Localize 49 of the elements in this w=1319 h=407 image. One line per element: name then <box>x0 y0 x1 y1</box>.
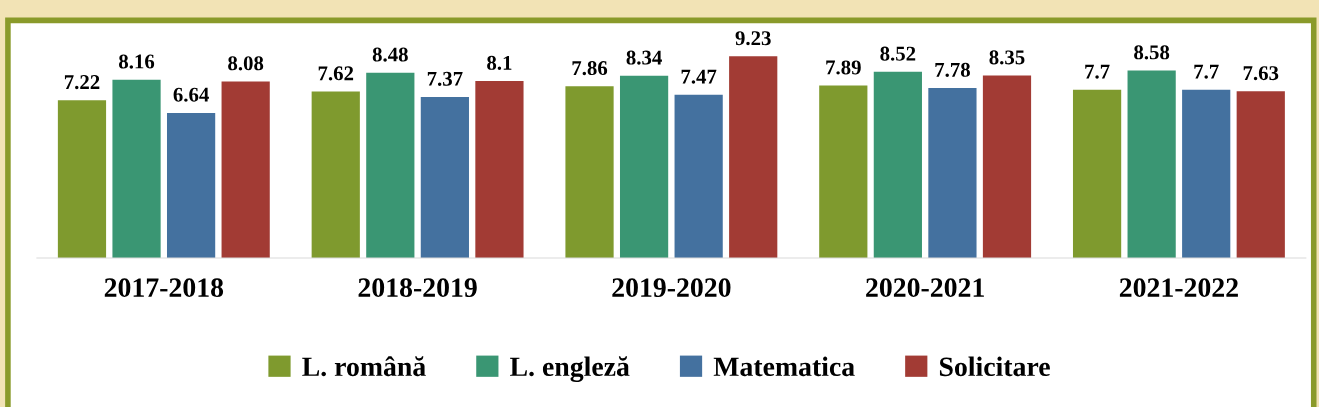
data-label: 8.48 <box>372 47 408 62</box>
data-label: 9.23 <box>735 31 771 46</box>
bar <box>366 72 415 259</box>
data-label: 7.7 <box>1085 64 1110 79</box>
data-label: 8.16 <box>119 54 155 69</box>
data-label: 7.62 <box>318 66 354 81</box>
bar <box>565 86 614 259</box>
bar <box>729 56 778 259</box>
bar <box>619 75 669 259</box>
data-label: 6.64 <box>173 87 209 102</box>
legend-label: L. engleză <box>510 356 630 382</box>
bar <box>166 112 216 259</box>
data-label: 7.78 <box>935 62 970 77</box>
bar <box>1182 89 1231 259</box>
bar <box>819 85 868 259</box>
data-label: 8.52 <box>880 46 916 61</box>
data-label: 8.35 <box>989 50 1025 65</box>
bar <box>1127 70 1176 259</box>
bar <box>873 71 922 259</box>
x-tick-label: 2021-2022 <box>1119 278 1238 298</box>
x-tick-label: 2018-2019 <box>358 278 477 298</box>
data-label: 7.22 <box>64 75 100 90</box>
legend-label: Matematica <box>713 356 855 377</box>
data-label: 7.86 <box>572 61 608 76</box>
bar <box>420 96 469 259</box>
bar <box>475 81 524 259</box>
bar <box>674 94 723 259</box>
data-label: 8.1 <box>487 55 512 70</box>
bar <box>221 81 270 259</box>
bar <box>928 88 977 259</box>
data-label: 7.37 <box>427 71 463 86</box>
bar <box>311 91 360 259</box>
x-tick-label: 2017-2018 <box>104 278 224 298</box>
data-label: 7.47 <box>681 69 717 84</box>
legend-label: Solicitare <box>939 356 1050 377</box>
data-label: 7.63 <box>1243 66 1279 81</box>
data-label: 8.58 <box>1134 45 1170 60</box>
bar <box>57 100 107 259</box>
bar <box>112 79 161 259</box>
x-tick-label: 2020-2021 <box>866 278 984 298</box>
bar <box>1072 89 1122 259</box>
data-label: 8.08 <box>228 56 264 71</box>
data-label: 7.7 <box>1194 64 1219 79</box>
data-label: 7.89 <box>826 60 861 75</box>
bar <box>982 75 1032 259</box>
bar <box>1236 91 1285 259</box>
legend-label: L. română <box>302 356 426 377</box>
x-tick-label: 2019-2020 <box>612 278 731 298</box>
data-label: 8.34 <box>626 50 662 65</box>
